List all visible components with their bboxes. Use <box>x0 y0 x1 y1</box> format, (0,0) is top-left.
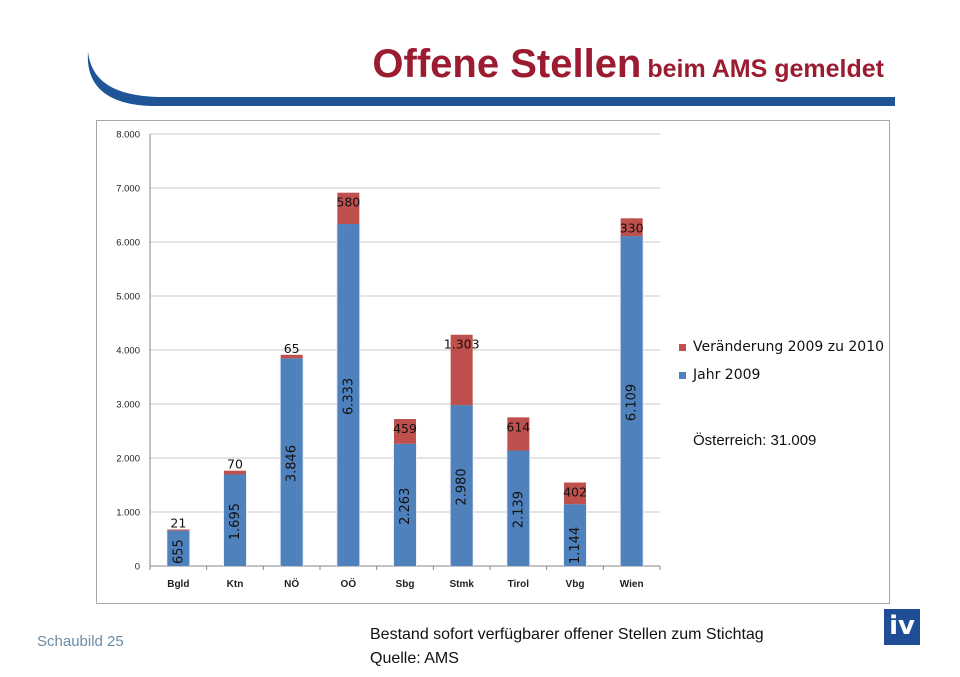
data-label-veraenderung: 65 <box>284 341 300 356</box>
bar-veraenderung <box>337 192 360 225</box>
legend-label: Jahr 2009 <box>692 367 760 383</box>
data-label-jahr-2009: 655 <box>171 539 186 564</box>
stacked-bar-chart: 0 1.000 2.000 3.000 4.000 5.000 6.000 7.000 8.00… <box>116 130 884 591</box>
footnote-description: Bestand sofort verfügbarer offener Stell… <box>370 626 764 643</box>
legend-swatch <box>679 344 686 351</box>
data-label-jahr-2009: 1.144 <box>568 527 583 564</box>
slide-label: Schaubild 25 <box>37 633 124 650</box>
header-swoosh <box>87 52 895 106</box>
legend-label: Veränderung 2009 zu 2010 <box>693 339 884 355</box>
bar-veraenderung <box>224 470 246 475</box>
x-tick-label: NÖ <box>284 577 299 590</box>
footnote: Bestand sofort verfügbarer offener Stell… <box>370 623 764 671</box>
chart-frame: 0 1.000 2.000 3.000 4.000 5.000 6.000 7.000 8.00… <box>96 120 890 604</box>
x-tick-label: Sbg <box>396 579 415 590</box>
title-main: Offene Stellen <box>372 42 642 86</box>
iv-logo: iv <box>884 609 920 645</box>
data-label-veraenderung: 70 <box>227 457 243 472</box>
y-tick-label: 1.000 <box>116 508 140 519</box>
legend-swatch <box>679 372 686 379</box>
x-tick-label: Tirol <box>508 579 530 590</box>
y-tick-label: 7.000 <box>116 184 140 195</box>
data-label-veraenderung: 580 <box>336 195 360 210</box>
data-label-jahr-2009: 1.695 <box>228 503 243 540</box>
bar-veraenderung <box>620 218 643 237</box>
bar-jahr-2009 <box>394 443 416 566</box>
data-label-veraenderung: 614 <box>506 419 530 434</box>
x-tick-label: Stmk <box>449 579 474 590</box>
y-tick-label: 6.000 <box>116 238 140 249</box>
data-label-jahr-2009: 2.139 <box>511 491 526 528</box>
total-annotation: Österreich: 31.009 <box>693 431 816 449</box>
data-label-veraenderung: 459 <box>393 421 417 436</box>
bar-veraenderung <box>394 419 416 444</box>
y-tick-label: 4.000 <box>116 346 140 357</box>
y-tick-label: 8.000 <box>116 130 140 141</box>
data-label-jahr-2009: 6.109 <box>625 384 640 421</box>
bar-jahr-2009 <box>564 504 586 566</box>
bar-veraenderung <box>167 529 190 531</box>
bar-jahr-2009 <box>450 405 473 566</box>
x-tick-label: OÖ <box>341 577 357 590</box>
x-tick-label: Wien <box>620 579 644 590</box>
bar-veraenderung <box>507 417 530 451</box>
x-tick-label: Vbg <box>566 579 585 590</box>
bar-veraenderung <box>564 482 586 505</box>
data-label-veraenderung: 402 <box>563 485 587 500</box>
title-subtitle: beim AMS gemeldet <box>647 55 884 83</box>
bar-jahr-2009 <box>224 474 246 566</box>
bar-jahr-2009 <box>167 530 190 566</box>
footnote-source: Quelle: AMS <box>370 650 459 667</box>
data-label-jahr-2009: 2.263 <box>398 488 413 525</box>
data-label-veraenderung: 330 <box>620 220 644 235</box>
bar-veraenderung <box>450 334 473 406</box>
bar-jahr-2009 <box>337 224 360 566</box>
data-label-veraenderung: 21 <box>170 515 186 530</box>
data-label-jahr-2009: 2.980 <box>455 468 470 505</box>
y-tick-label: 0 <box>135 562 140 573</box>
bar-jahr-2009 <box>620 236 643 566</box>
data-label-jahr-2009: 3.846 <box>285 445 300 482</box>
y-tick-label: 2.000 <box>116 454 140 465</box>
bar-jahr-2009 <box>507 450 530 566</box>
data-label-veraenderung: 1.303 <box>444 337 480 352</box>
bar-jahr-2009 <box>280 358 303 566</box>
y-tick-label: 5.000 <box>116 292 140 303</box>
bar-veraenderung <box>280 354 303 359</box>
x-tick-label: Ktn <box>227 579 244 590</box>
page-title: Offene Stellen beim AMS gemeldet <box>372 42 884 87</box>
y-tick-label: 3.000 <box>116 400 140 411</box>
data-label-jahr-2009: 6.333 <box>341 378 356 415</box>
x-tick-label: Bgld <box>167 579 189 590</box>
